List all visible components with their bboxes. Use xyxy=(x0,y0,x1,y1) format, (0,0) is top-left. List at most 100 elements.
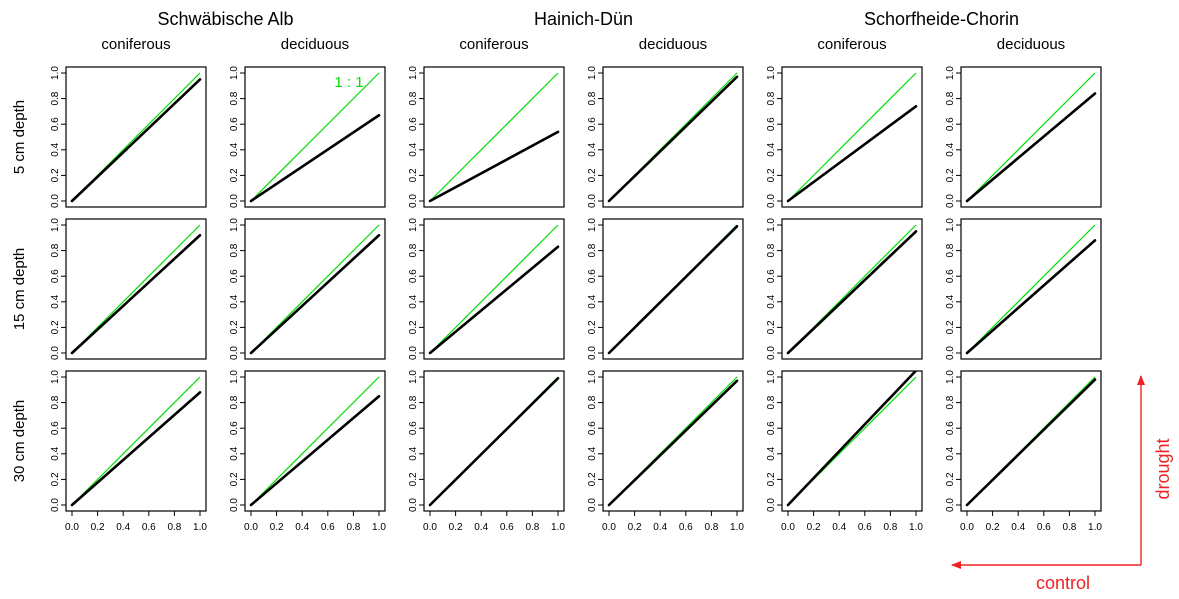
forest-type-label: coniferous xyxy=(817,36,886,53)
panel-frame xyxy=(781,218,923,360)
x-tick-label: 1.0 xyxy=(730,522,744,533)
x-tick-label: 1.0 xyxy=(193,522,207,533)
panel-frame xyxy=(244,370,386,512)
x-tick-label: 0.4 xyxy=(295,522,309,533)
panel-frame xyxy=(781,370,923,512)
fit-line xyxy=(249,394,381,507)
y-tick-label: 0.4 xyxy=(229,446,240,460)
y-tick-label: 1.0 xyxy=(229,218,240,232)
panel-grid: 0.0 0.2 0.4 0.6 0.8 1.0 0.0 0.2 0.4 0.6 0.8 1.0 1 : … xyxy=(50,66,1102,533)
y-tick-label: 0.6 xyxy=(766,269,777,283)
plot-panel: 0.0 0.2 0.4 0.6 0.8 1.0 xyxy=(766,218,923,360)
plot-panel: 0.0 0.2 0.4 0.6 0.8 1.0 xyxy=(50,66,207,208)
panel-frame xyxy=(960,218,1102,360)
y-tick-label: 0.2 xyxy=(50,168,61,182)
y-tick-label: 0.6 xyxy=(229,269,240,283)
fit-line xyxy=(965,92,1097,203)
panel-frame xyxy=(423,66,565,208)
site-title: Hainich-Dün xyxy=(534,9,633,29)
y-tick-label: 0.8 xyxy=(50,395,61,409)
y-tick-label: 0.0 xyxy=(766,346,777,360)
x-tick-label: 0.8 xyxy=(346,522,360,533)
y-tick-label: 0.2 xyxy=(587,472,598,486)
x-tick-label: 0.4 xyxy=(116,522,130,533)
y-tick-label: 0.8 xyxy=(587,395,598,409)
y-tick-label: 0.0 xyxy=(945,194,956,208)
y-tick-label: 0.2 xyxy=(766,320,777,334)
plot-panel: 0.0 0.2 0.4 0.6 0.8 1.0 xyxy=(945,66,1102,208)
y-tick-label: 0.0 xyxy=(766,194,777,208)
x-tick-label: 1.0 xyxy=(551,522,565,533)
y-tick-label: 1.0 xyxy=(408,218,419,232)
y-tick-label: 0.8 xyxy=(587,91,598,105)
y-tick-label: 1.0 xyxy=(408,66,419,80)
y-tick-label: 0.2 xyxy=(229,472,240,486)
x-tick-label: 0.8 xyxy=(883,522,897,533)
y-tick-label: 0.8 xyxy=(766,91,777,105)
fit-line xyxy=(607,224,739,355)
x-tick-label: 1.0 xyxy=(1088,522,1102,533)
y-tick-label: 0.4 xyxy=(945,294,956,308)
panel-frame xyxy=(602,218,744,360)
reference-line xyxy=(966,224,1096,354)
depth-label: 30 cm depth xyxy=(11,400,28,483)
y-tick-label: 0.8 xyxy=(766,395,777,409)
panel-frame xyxy=(244,66,386,208)
plot-panel: 0.0 0.2 0.4 0.6 0.8 1.0 xyxy=(50,218,207,360)
y-tick-label: 0.4 xyxy=(229,142,240,156)
y-tick-label: 0.0 xyxy=(229,498,240,512)
x-tick-label: 0.2 xyxy=(986,522,1000,533)
plot-panel: 0.0 0.2 0.4 0.6 0.8 1.0 xyxy=(587,218,744,360)
y-tick-label: 0.6 xyxy=(50,421,61,435)
y-tick-label: 0.6 xyxy=(408,421,419,435)
y-tick-label: 0.0 xyxy=(945,346,956,360)
y-tick-label: 0.6 xyxy=(945,117,956,131)
x-tick-label: 0.2 xyxy=(270,522,284,533)
reference-line xyxy=(429,72,559,202)
y-tick-label: 0.8 xyxy=(945,243,956,257)
plot-panel: 0.0 0.2 0.4 0.6 0.8 1.0 0.0 0.2 0.4 0.6 0.8 1.0 xyxy=(229,370,386,533)
fit-line xyxy=(428,376,560,507)
depth-label: 15 cm depth xyxy=(11,248,28,331)
fit-line xyxy=(70,391,202,507)
y-tick-label: 0.2 xyxy=(50,320,61,334)
x-tick-label: 0.8 xyxy=(167,522,181,533)
y-tick-label: 0.0 xyxy=(945,498,956,512)
y-tick-label: 0.2 xyxy=(50,472,61,486)
plot-panel: 0.0 0.2 0.4 0.6 0.8 1.0 0.0 0.2 0.4 0.6 0.8 1.0 xyxy=(766,370,923,533)
y-tick-label: 0.4 xyxy=(766,142,777,156)
x-tick-label: 0.2 xyxy=(91,522,105,533)
y-tick-label: 0.2 xyxy=(766,472,777,486)
panel-frame xyxy=(65,218,207,360)
x-tick-label: 0.0 xyxy=(781,522,795,533)
forest-type-label: deciduous xyxy=(997,36,1065,53)
x-tick-label: 0.2 xyxy=(449,522,463,533)
plot-panel: 0.0 0.2 0.4 0.6 0.8 1.0 xyxy=(408,218,565,360)
y-tick-label: 0.2 xyxy=(945,168,956,182)
reference-line xyxy=(250,376,380,506)
y-tick-label: 0.6 xyxy=(408,269,419,283)
y-tick-label: 0.4 xyxy=(587,294,598,308)
y-tick-label: 0.4 xyxy=(50,446,61,460)
panel-frame xyxy=(602,66,744,208)
plot-panel: 0.0 0.2 0.4 0.6 0.8 1.0 1 : 1 xyxy=(229,66,386,208)
fit-line xyxy=(786,230,918,355)
x-tick-label: 0.8 xyxy=(525,522,539,533)
y-tick-label: 0.6 xyxy=(587,269,598,283)
control-label: control xyxy=(1036,573,1090,593)
y-tick-label: 0.4 xyxy=(945,142,956,156)
y-tick-label: 1.0 xyxy=(50,370,61,384)
y-tick-label: 0.0 xyxy=(587,498,598,512)
x-tick-label: 0.4 xyxy=(474,522,488,533)
y-tick-label: 0.0 xyxy=(766,498,777,512)
site-title: Schorfheide-Chorin xyxy=(864,9,1019,29)
y-tick-label: 0.4 xyxy=(50,294,61,308)
plot-panel: 0.0 0.2 0.4 0.6 0.8 1.0 xyxy=(587,66,744,208)
fit-line xyxy=(249,113,381,203)
plot-panel: 0.0 0.2 0.4 0.6 0.8 1.0 0.0 0.2 0.4 0.6 0.8 1.0 xyxy=(408,370,565,533)
panel-frame xyxy=(960,370,1102,512)
y-tick-label: 0.4 xyxy=(587,446,598,460)
x-tick-label: 0.2 xyxy=(807,522,821,533)
plot-panel: 0.0 0.2 0.4 0.6 0.8 1.0 xyxy=(945,218,1102,360)
y-tick-label: 0.4 xyxy=(229,294,240,308)
